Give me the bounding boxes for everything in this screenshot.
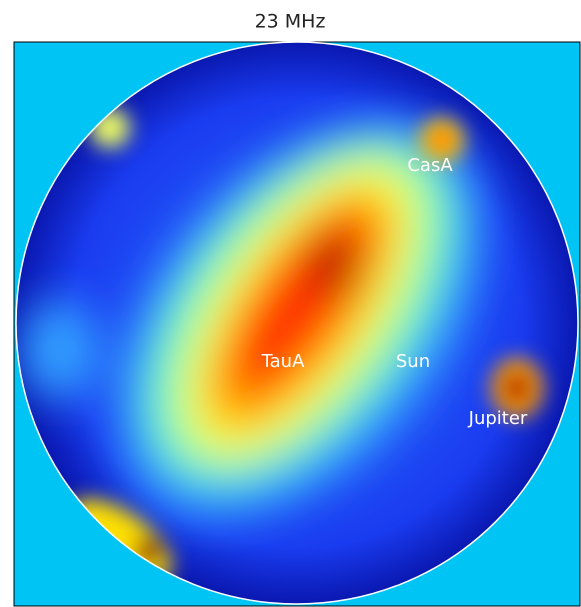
- source-label: Sun: [396, 351, 430, 372]
- page: 23 MHz CasA TauA Sun Jupiter (() => { co…: [0, 0, 581, 607]
- source-label: Jupiter: [468, 408, 528, 429]
- sky-map: 23 MHz CasA TauA Sun Jupiter: [0, 0, 581, 607]
- title: 23 MHz: [255, 11, 326, 33]
- sky-image: CasA TauA Sun Jupiter: [16, 42, 578, 604]
- source-label: CasA: [407, 155, 453, 176]
- source-label: TauA: [261, 351, 305, 372]
